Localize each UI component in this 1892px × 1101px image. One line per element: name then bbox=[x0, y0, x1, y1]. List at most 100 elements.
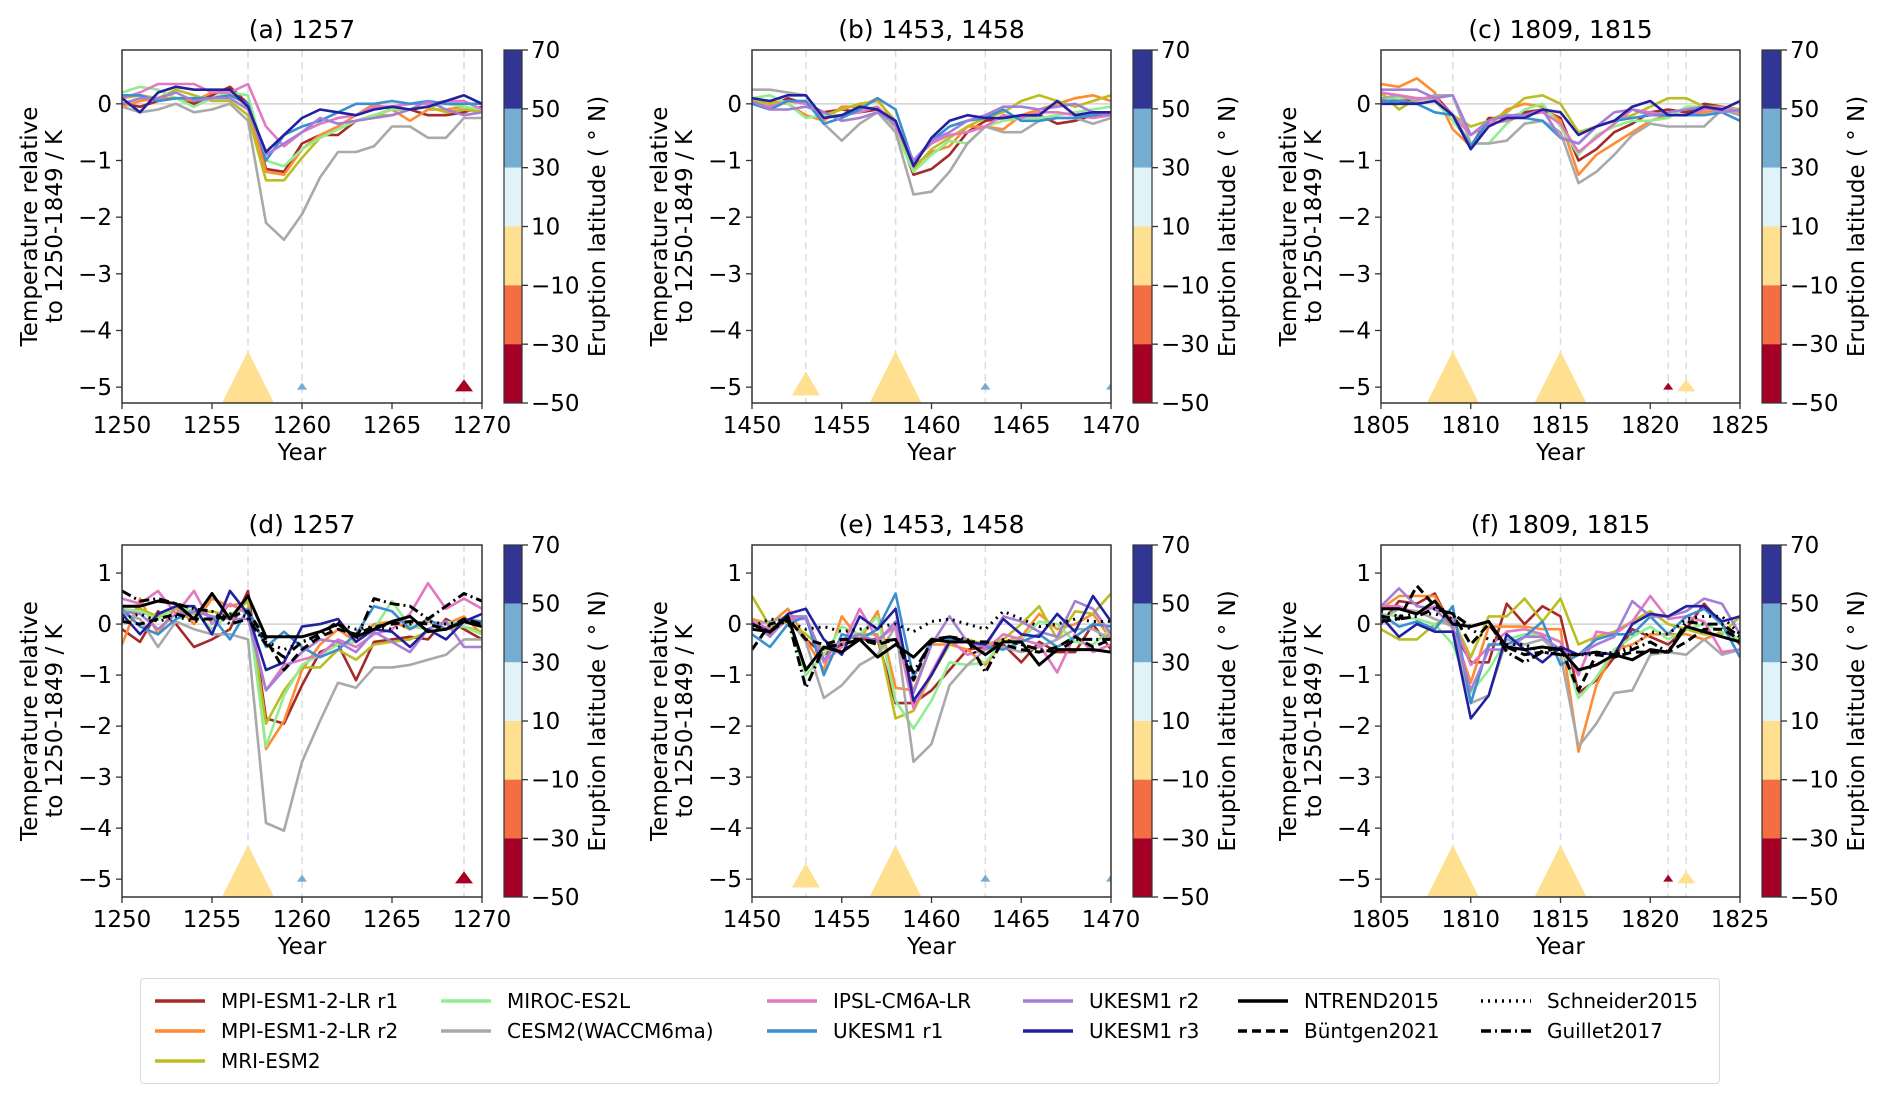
y-tick-label: −1 bbox=[1337, 663, 1371, 689]
y-tick-label: −3 bbox=[78, 765, 112, 791]
colorbar-band bbox=[1133, 838, 1152, 897]
colorbar-tick-label: 50 bbox=[1790, 592, 1819, 618]
y-tick-label: 0 bbox=[1356, 92, 1371, 118]
y-tick-label: −4 bbox=[1337, 816, 1371, 842]
x-tick-label: 1455 bbox=[812, 907, 871, 933]
colorbar-tick-label: 50 bbox=[531, 97, 560, 123]
colorbar-tick-label: 50 bbox=[531, 592, 560, 618]
colorbar: 70 50 30 10 −10 −30 −50 Eruption latitude ( ° N… bbox=[1761, 533, 1870, 911]
colorbar-band bbox=[1133, 779, 1152, 839]
colorbar-tick-label: 70 bbox=[1790, 38, 1819, 64]
x-tick-label: 1820 bbox=[1621, 413, 1680, 439]
x-tick-label: 1260 bbox=[273, 907, 332, 933]
colorbar: 70 50 30 10 −10 −30 −50 Eruption latitude ( ° N… bbox=[503, 38, 611, 417]
y-axis-label: to 1250-1849 / K bbox=[42, 129, 68, 323]
y-tick-label: −1 bbox=[708, 663, 742, 689]
panel-title: (c) 1809, 1815 bbox=[1468, 15, 1652, 44]
colorbar-tick-label: 70 bbox=[1161, 38, 1190, 64]
colorbar-tick-label: 50 bbox=[1161, 592, 1190, 618]
series-line-ukesm1-r2 bbox=[122, 91, 482, 157]
eruption-marker bbox=[791, 863, 820, 888]
panel-title: (f) 1809, 1815 bbox=[1471, 510, 1650, 539]
x-axis-label: Year bbox=[906, 934, 956, 960]
eruption-marker bbox=[1534, 351, 1587, 403]
colorbar-band bbox=[504, 50, 522, 109]
series-group bbox=[122, 581, 482, 833]
y-tick-label: −5 bbox=[708, 375, 742, 401]
x-tick-label: 1250 bbox=[93, 413, 152, 439]
y-tick-label: 0 bbox=[97, 92, 112, 118]
legend-swatch-icon bbox=[439, 994, 493, 1008]
eruption-marker bbox=[1677, 379, 1696, 392]
legend-label: MPI-ESM1-2-LR r1 bbox=[221, 989, 399, 1013]
y-tick-label: −3 bbox=[708, 262, 742, 288]
legend-swatch-icon bbox=[153, 1024, 207, 1038]
y-tick-label: −4 bbox=[708, 318, 742, 344]
colorbar-band bbox=[1133, 285, 1152, 345]
x-tick-label: 1465 bbox=[992, 907, 1051, 933]
x-tick-label: 1815 bbox=[1531, 413, 1590, 439]
series-line-schneider2015 bbox=[122, 612, 482, 652]
colorbar-tick-label: −30 bbox=[1790, 332, 1839, 358]
legend-item: MRI-ESM2 bbox=[153, 1047, 321, 1075]
series-line-ukesm1-r3 bbox=[752, 94, 1111, 168]
eruption-marker bbox=[980, 874, 991, 882]
x-tick-label: 1270 bbox=[453, 413, 512, 439]
x-tick-label: 1255 bbox=[183, 413, 242, 439]
colorbar-band bbox=[1762, 50, 1781, 109]
colorbar-band bbox=[504, 167, 522, 227]
y-tick-label: −1 bbox=[1337, 148, 1371, 174]
x-tick-label: 1450 bbox=[723, 413, 782, 439]
series-line-cesm2-waccm6ma- bbox=[122, 612, 482, 833]
eruption-marker bbox=[869, 845, 922, 897]
colorbar-band bbox=[1133, 50, 1152, 109]
legend-swatch-icon bbox=[1479, 994, 1533, 1008]
series-line-ukesm1-r2 bbox=[1381, 88, 1740, 145]
colorbar-tick-label: 10 bbox=[1161, 215, 1190, 241]
panel-c: (c) 1809, 1815 1805 1810 1815 1820 1825 Year 0 −… bbox=[1276, 15, 1870, 466]
y-axis-label: Temperature relative bbox=[1276, 107, 1302, 348]
eruption-marker bbox=[1106, 382, 1111, 390]
y-tick-label: 1 bbox=[1356, 561, 1371, 587]
colorbar-tick-label: 30 bbox=[531, 650, 560, 676]
legend-item: Büntgen2021 bbox=[1236, 1017, 1440, 1045]
legend-label: CESM2(WACCM6ma) bbox=[507, 1019, 714, 1043]
colorbar: 70 50 30 10 −10 −30 −50 Eruption latitude ( ° N… bbox=[1132, 533, 1241, 911]
x-tick-label: 1250 bbox=[93, 907, 152, 933]
series-group bbox=[122, 82, 482, 242]
legend: MPI-ESM1-2-LR r1 MPI-ESM1-2-LR r2 MRI-ESM2… bbox=[140, 978, 1720, 1084]
x-axis-label: Year bbox=[1535, 934, 1585, 960]
y-tick-label: 1 bbox=[727, 561, 742, 587]
legend-label: MRI-ESM2 bbox=[221, 1049, 321, 1073]
colorbar-tick-label: 10 bbox=[1790, 215, 1819, 241]
colorbar-band bbox=[504, 603, 522, 663]
colorbar-band bbox=[1762, 344, 1781, 403]
legend-label: NTREND2015 bbox=[1304, 989, 1439, 1013]
colorbar-band bbox=[1762, 838, 1781, 897]
colorbar-band bbox=[1762, 285, 1781, 345]
colorbar-tick-label: −10 bbox=[1790, 273, 1839, 299]
y-tick-label: −3 bbox=[1337, 765, 1371, 791]
y-tick-label: −2 bbox=[1337, 714, 1371, 740]
legend-label: IPSL-CM6A-LR bbox=[833, 989, 972, 1013]
legend-label: UKESM1 r2 bbox=[1089, 989, 1200, 1013]
y-axis-label: Temperature relative bbox=[17, 601, 43, 842]
panel-title: (a) 1257 bbox=[249, 15, 355, 44]
legend-swatch-icon bbox=[1021, 1024, 1075, 1038]
legend-item: IPSL-CM6A-LR bbox=[765, 987, 971, 1015]
y-tick-label: −1 bbox=[78, 663, 112, 689]
colorbar-tick-label: 30 bbox=[1790, 156, 1819, 182]
colorbar-tick-label: −50 bbox=[1161, 391, 1210, 417]
legend-item: Schneider2015 bbox=[1479, 987, 1698, 1015]
colorbar-tick-label: −10 bbox=[531, 768, 580, 794]
colorbar-band bbox=[1133, 226, 1152, 286]
y-tick-label: 0 bbox=[1356, 612, 1371, 638]
legend-label: Guillet2017 bbox=[1547, 1019, 1663, 1043]
colorbar-tick-label: −30 bbox=[531, 332, 580, 358]
legend-swatch-icon bbox=[1021, 994, 1075, 1008]
x-tick-label: 1255 bbox=[183, 907, 242, 933]
colorbar-band bbox=[1762, 167, 1781, 227]
